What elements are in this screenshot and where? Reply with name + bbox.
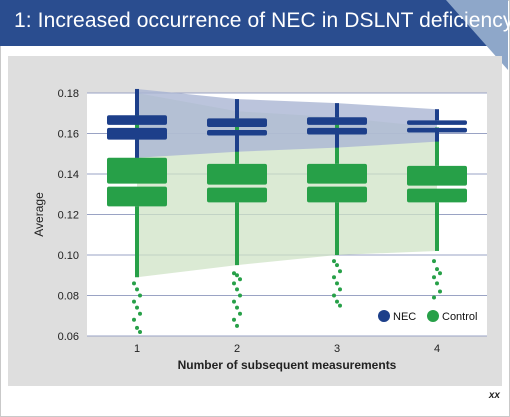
control-outlier-point [432,275,436,280]
control-outlier-point [238,293,242,298]
control-outlier-point [238,277,242,282]
control-outlier-point [235,287,239,292]
control-box-lower [407,188,467,203]
control-outlier-point [338,287,342,292]
control-outlier-point [335,281,339,286]
control-outlier-point [338,303,342,308]
control-outlier-point [232,299,236,304]
x-tick-label: 1 [134,343,140,355]
legend-control-label: Control [442,311,477,323]
control-outlier-point [332,275,336,280]
legend-nec-swatch [378,310,390,322]
control-outlier-point [235,305,239,310]
nec-box-upper [307,117,367,125]
control-box-lower [207,187,267,203]
control-box-lower [107,186,167,207]
control-outlier-point [235,323,239,328]
control-outlier-point [335,299,339,304]
control-outlier-point [138,311,142,316]
control-outlier-point [332,259,336,264]
control-outlier-point [335,263,339,268]
nec-box-upper [207,118,267,127]
control-outlier-point [235,273,239,278]
control-outlier-point [132,317,136,322]
y-tick-label: 0.10 [58,250,79,262]
legend-nec-label: NEC [393,311,416,323]
control-outlier-point [232,271,236,276]
nec-box-lower [107,127,167,140]
y-tick-label: 0.18 [58,88,79,100]
control-outlier-point [432,295,436,300]
figure-title: 1: Increased occurrence of NEC in DSLNT … [14,9,510,32]
control-outlier-point [435,267,439,272]
nec-box-lower [207,129,267,136]
control-outlier-point [138,293,142,298]
legend-control-swatch [427,310,439,322]
y-tick-label: 0.08 [58,291,79,303]
y-tick-label: 0.14 [58,169,79,181]
control-outlier-point [135,287,139,292]
nec-box-upper [107,115,167,125]
control-outlier-point [132,299,136,304]
control-outlier-point [438,289,442,294]
control-outlier-point [232,317,236,322]
x-axis-label: Number of subsequent measurements [178,358,397,372]
x-tick-label: 2 [234,343,240,355]
control-outlier-point [135,305,139,310]
control-box-upper [407,165,467,186]
y-axis-label: Average [32,192,46,237]
control-outlier-point [435,281,439,286]
control-box-upper [307,163,367,184]
nec-box-upper [407,120,467,125]
y-tick-label: 0.06 [58,331,79,343]
control-outlier-point [338,269,342,274]
control-outlier-point [135,325,139,330]
y-tick-label: 0.12 [58,210,79,222]
control-outlier-point [138,329,142,334]
nec-range-band [137,88,437,158]
control-box-upper [207,163,267,185]
control-outlier-point [238,311,242,316]
control-outlier-point [438,271,442,276]
control-box-upper [107,157,167,184]
x-tick-label: 3 [334,343,340,355]
control-outlier-point [232,281,236,286]
y-tick-label: 0.16 [58,129,79,141]
footer-code: xx [488,390,500,401]
x-tick-label: 4 [434,343,440,355]
control-box-lower [307,186,367,203]
nec-box-lower [307,127,367,135]
nec-box-lower [407,127,467,133]
control-outlier-point [432,259,436,264]
control-outlier-point [132,281,136,286]
control-outlier-point [332,293,336,298]
